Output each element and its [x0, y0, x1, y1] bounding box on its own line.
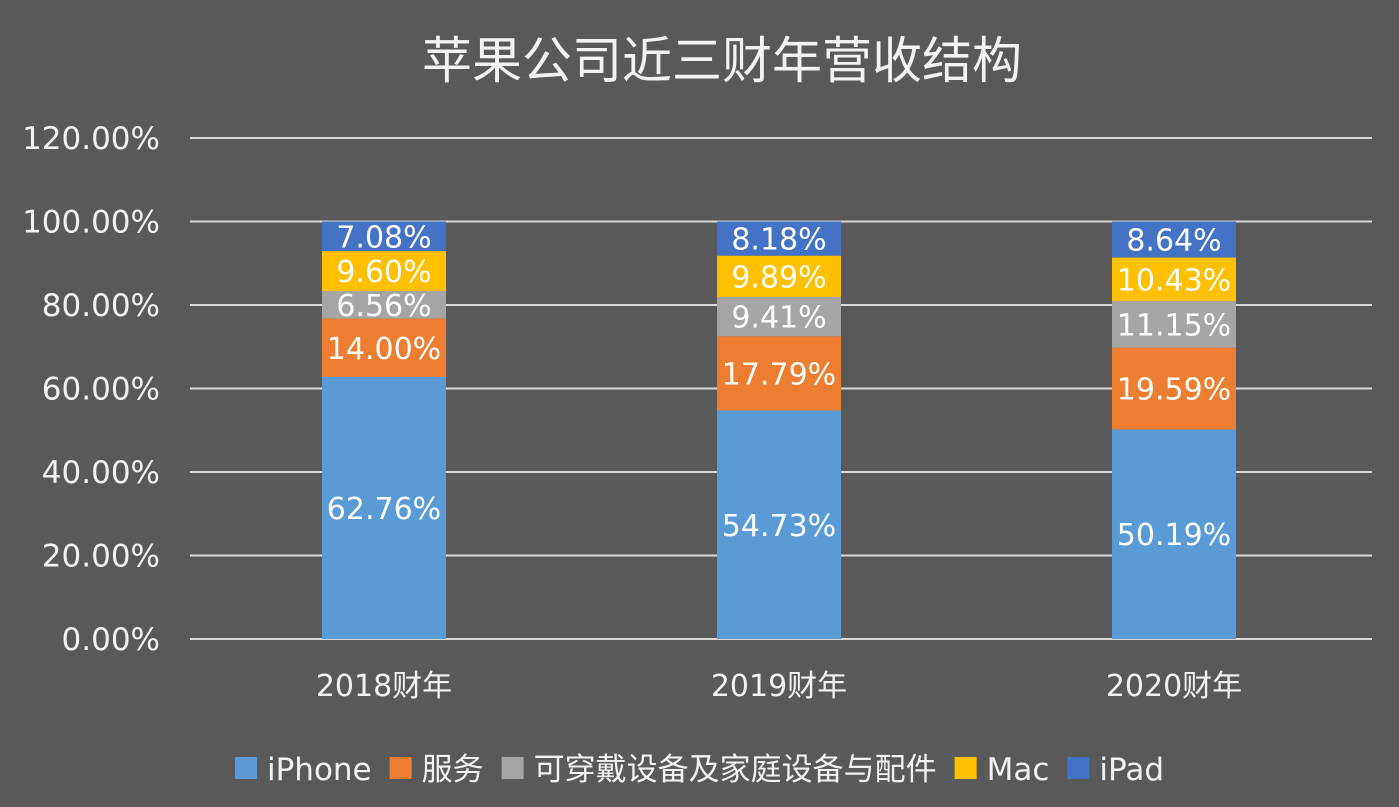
data-label: 14.00%	[327, 332, 441, 367]
bar-segment	[322, 376, 446, 639]
y-tick-label: 100.00%	[22, 205, 160, 241]
data-label: 50.19%	[1117, 518, 1231, 553]
bar-segment	[717, 221, 841, 256]
data-label: 17.79%	[722, 357, 836, 392]
data-label: 10.43%	[1117, 263, 1231, 298]
legend-label: Mac	[987, 752, 1050, 788]
data-label: 11.15%	[1117, 308, 1231, 343]
legend-swatch	[389, 757, 412, 779]
x-axis-categories: 2018财年 2019财年 2020财年	[316, 669, 1242, 704]
data-label: 62.76%	[327, 492, 441, 527]
data-label: 8.64%	[1126, 224, 1221, 259]
bar-segment	[717, 410, 841, 639]
y-tick-label: 20.00%	[42, 539, 160, 575]
bar-segment	[717, 296, 841, 337]
legend-label: iPad	[1099, 752, 1164, 788]
bar-segment	[717, 336, 841, 411]
data-label: 9.60%	[336, 255, 431, 290]
legend: iPhone 服务 可穿戴设备及家庭设备与配件 Mac iPad	[234, 752, 1164, 788]
legend-label: 可穿戴设备及家庭设备与配件	[534, 752, 937, 788]
y-tick-label: 80.00%	[42, 288, 160, 324]
data-labels: 62.76% 14.00% 6.56%9.60%7.08% 54.73% 17.79% 9…	[327, 220, 1231, 553]
y-tick-label: 120.00%	[22, 121, 160, 157]
data-label: 9.41%	[731, 301, 826, 336]
data-label: 8.18%	[731, 223, 826, 258]
legend-item: iPhone	[234, 752, 372, 788]
y-tick-label: 60.00%	[42, 372, 160, 408]
bar-segment	[1112, 429, 1236, 639]
legend-label: 服务	[422, 752, 484, 788]
bar-segment	[717, 255, 841, 297]
legend-label: iPhone	[267, 752, 372, 788]
bar-segment	[1112, 301, 1236, 348]
x-category-label: 2019财年	[711, 669, 847, 704]
legend-swatch	[1067, 757, 1090, 779]
y-tick-label: 0.00%	[62, 622, 160, 658]
bar-segment	[322, 221, 446, 252]
chart-title: 苹果公司近三财年营收结构	[422, 32, 1022, 90]
bar-segment	[322, 318, 446, 377]
data-label: 19.59%	[1117, 373, 1231, 408]
bars	[322, 221, 1236, 639]
legend-item: iPad	[1067, 752, 1164, 788]
bar-segment	[1112, 257, 1236, 302]
data-label: 54.73%	[722, 509, 836, 544]
legend-swatch	[954, 757, 977, 779]
legend-item: 服务	[389, 752, 484, 788]
legend-item: 可穿戴设备及家庭设备与配件	[501, 752, 937, 788]
legend-swatch	[234, 757, 257, 779]
bar-segment	[322, 291, 446, 319]
legend-swatch	[501, 757, 524, 779]
data-label: 7.08%	[336, 220, 431, 255]
bar-segment	[322, 251, 446, 292]
data-label: 9.89%	[731, 260, 826, 295]
bar-segment	[1112, 347, 1236, 430]
y-axis-ticks: 0.00% 20.00% 40.00% 60.00% 80.00% 100.00% 120.…	[22, 121, 160, 658]
x-category-label: 2020财年	[1106, 669, 1242, 704]
x-category-label: 2018财年	[316, 669, 452, 704]
data-label: 6.56%	[336, 289, 431, 324]
y-tick-label: 40.00%	[42, 455, 160, 491]
bar-segment	[1112, 221, 1236, 258]
legend-item: Mac	[954, 752, 1050, 788]
